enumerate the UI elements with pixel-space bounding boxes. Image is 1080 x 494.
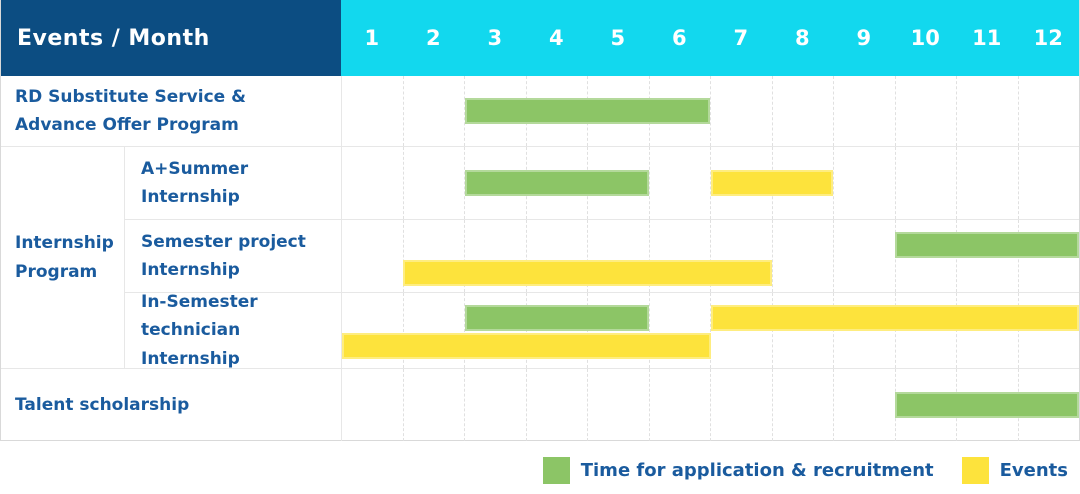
row-label-cell: Talent scholarship xyxy=(1,369,341,441)
month-gridline xyxy=(773,76,834,146)
month-gridline xyxy=(834,369,896,441)
month-gridline xyxy=(1019,147,1080,219)
gantt-bar-event xyxy=(403,260,772,286)
month-header-cell: 7 xyxy=(733,26,749,50)
month-header-cell: 9 xyxy=(856,26,872,50)
month-gridline xyxy=(527,369,588,441)
gantt-bar-application xyxy=(894,232,1079,258)
month-gridline xyxy=(342,147,404,219)
month-gridline xyxy=(896,76,957,146)
row-label: A+Summer Internship xyxy=(141,158,249,207)
month-gridline xyxy=(404,147,465,219)
table-title: Events / Month xyxy=(17,25,210,51)
row-chart-area xyxy=(341,293,1079,368)
internship-program-group: Internship Program A+Summer Internship S… xyxy=(1,147,1079,369)
table-row: Talent scholarship xyxy=(1,369,1079,441)
table-header-row: Events / Month 1 2 3 4 5 6 7 8 9 10 11 12 xyxy=(1,0,1079,76)
month-gridline xyxy=(1019,76,1080,146)
row-chart-area xyxy=(341,76,1079,146)
month-gridline xyxy=(711,369,773,441)
table-row: A+Summer Internship xyxy=(125,147,1079,220)
month-header-cell: 5 xyxy=(610,26,626,50)
month-gridline xyxy=(404,293,465,368)
legend-label: Events xyxy=(999,459,1068,481)
month-gridline xyxy=(834,220,896,292)
legend: Time for application & recruitment Events xyxy=(542,455,1068,485)
row-chart-area xyxy=(341,147,1079,219)
month-header-cell: 6 xyxy=(671,26,687,50)
legend-item-event: Events xyxy=(961,456,1068,484)
month-header-cell: 3 xyxy=(487,26,503,50)
legend-item-application: Time for application & recruitment xyxy=(542,456,934,484)
month-gridline xyxy=(650,369,711,441)
month-gridline xyxy=(342,293,404,368)
month-gridline xyxy=(711,220,773,292)
month-gridline xyxy=(588,220,650,292)
month-gridline xyxy=(957,147,1019,219)
month-gridline xyxy=(650,220,711,292)
schedule-table: Events / Month 1 2 3 4 5 6 7 8 9 10 11 12 RD Substi… xyxy=(0,0,1080,441)
month-header-cell: 1 xyxy=(364,26,380,50)
month-header-cell: 4 xyxy=(548,26,564,50)
month-gridline xyxy=(896,147,957,219)
gantt-bar-application xyxy=(464,98,711,124)
month-gridline xyxy=(342,76,404,146)
row-label-cell: In-Semester technician Internship xyxy=(125,292,341,368)
month-gridline xyxy=(957,76,1019,146)
month-grid xyxy=(342,76,1079,146)
row-chart-area xyxy=(341,220,1079,292)
row-label-cell: Semester project Internship xyxy=(125,220,341,292)
table-row: Semester project Internship xyxy=(125,220,1079,293)
group-label-cell: Internship Program xyxy=(1,147,125,368)
month-header-cell: 8 xyxy=(794,26,810,50)
month-gridline xyxy=(342,220,404,292)
month-gridline xyxy=(342,369,404,441)
row-label: Talent scholarship xyxy=(15,394,190,415)
table-row: In-Semester technician Internship xyxy=(125,292,1079,369)
group-label: Internship Program xyxy=(15,233,114,282)
gantt-bar-application xyxy=(894,392,1079,418)
month-gridline xyxy=(773,369,834,441)
month-gridline xyxy=(773,220,834,292)
month-header-cell: 12 xyxy=(1033,26,1063,50)
month-gridline xyxy=(527,220,588,292)
row-chart-area xyxy=(341,369,1079,441)
month-header-cell: 11 xyxy=(972,26,1002,50)
month-gridline xyxy=(834,76,896,146)
gantt-bar-event xyxy=(710,170,834,196)
gantt-bar-application xyxy=(464,170,650,196)
row-label: RD Substitute Service & Advance Offer Pr… xyxy=(15,86,246,135)
month-gridline xyxy=(711,76,773,146)
legend-label: Time for application & recruitment xyxy=(580,459,934,481)
month-gridline xyxy=(465,369,527,441)
table-row: RD Substitute Service & Advance Offer Pr… xyxy=(1,76,1079,147)
month-header-cell: 10 xyxy=(910,26,940,50)
month-gridline xyxy=(834,147,896,219)
gantt-bar-event xyxy=(710,305,1079,331)
gantt-bar-application xyxy=(464,305,650,331)
row-label: Semester project Internship xyxy=(141,231,306,280)
month-gridline xyxy=(404,76,465,146)
row-label: In-Semester technician Internship xyxy=(141,292,258,369)
month-gridline xyxy=(588,369,650,441)
row-label-cell: A+Summer Internship xyxy=(125,147,341,219)
month-header-row: 1 2 3 4 5 6 7 8 9 10 11 12 xyxy=(341,0,1079,76)
month-gridline xyxy=(650,76,711,146)
events-month-header-cell: Events / Month xyxy=(1,0,341,76)
row-label-cell: RD Substitute Service & Advance Offer Pr… xyxy=(1,76,341,146)
legend-swatch-application xyxy=(542,456,570,484)
legend-swatch-event xyxy=(961,456,989,484)
month-gridline xyxy=(465,220,527,292)
month-gridline xyxy=(404,220,465,292)
month-header-cell: 2 xyxy=(425,26,441,50)
month-gridline xyxy=(404,369,465,441)
gantt-bar-event xyxy=(342,333,711,359)
month-gridline xyxy=(773,147,834,219)
month-gridline xyxy=(650,147,711,219)
